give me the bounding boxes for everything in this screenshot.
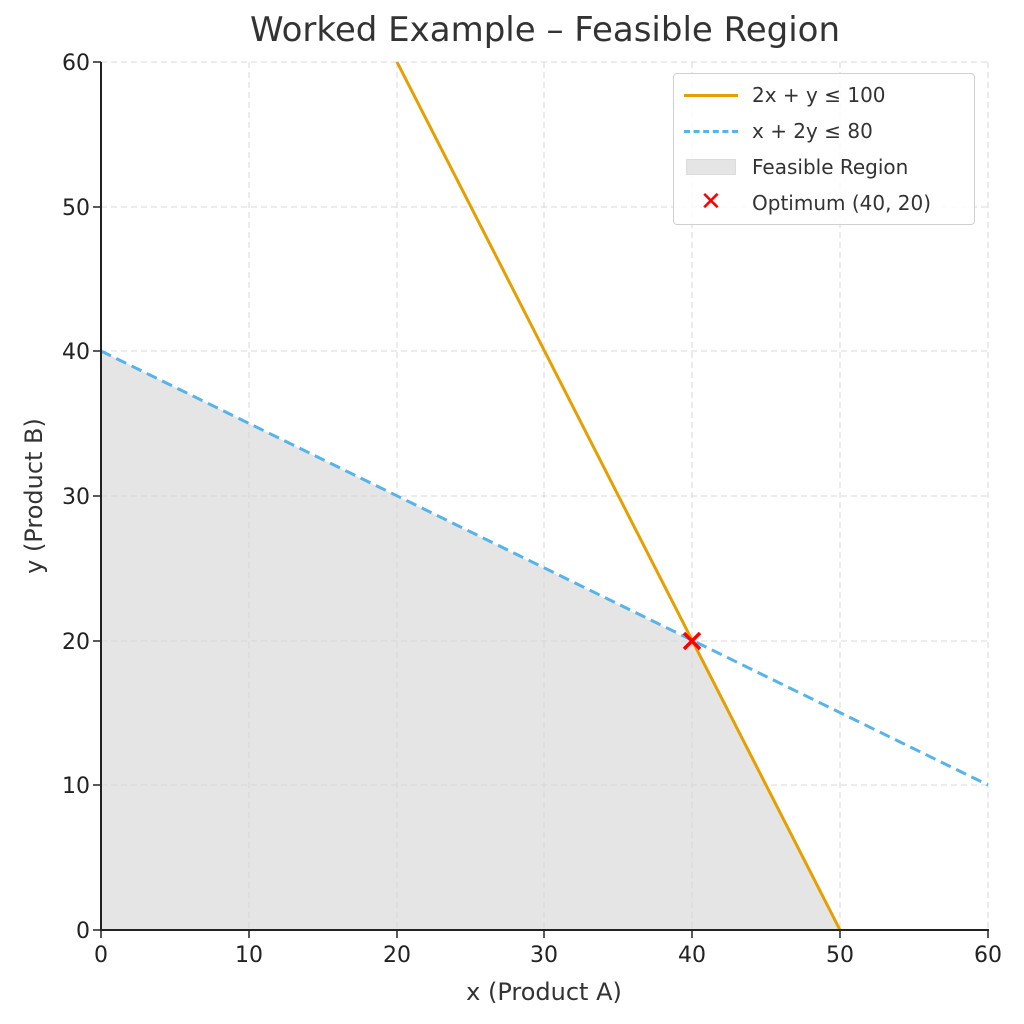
fill-swatch-icon xyxy=(684,157,738,177)
legend-label: x + 2y ≤ 80 xyxy=(752,119,873,143)
legend: 2x + y ≤ 100 x + 2y ≤ 80 Feasible Region… xyxy=(673,73,975,225)
y-tick-label: 40 xyxy=(62,340,90,365)
x-tick-label: 0 xyxy=(94,943,108,968)
solid-line-icon xyxy=(684,85,738,105)
y-axis-label: y (Product B) xyxy=(20,418,48,574)
x-tick-label: 30 xyxy=(530,943,558,968)
y-tick-label: 20 xyxy=(62,630,90,655)
x-axis-label: x (Product A) xyxy=(466,978,622,1006)
x-tick-label: 40 xyxy=(678,943,706,968)
x-tick-label: 50 xyxy=(826,943,854,968)
x-tick-label: 20 xyxy=(383,943,411,968)
legend-item: Feasible Region xyxy=(674,152,974,182)
y-tick-label: 0 xyxy=(76,919,90,944)
y-tick-label: 10 xyxy=(62,774,90,799)
x-tick-label: 10 xyxy=(235,943,263,968)
y-tick-label: 50 xyxy=(62,196,90,221)
constraint-line-x-plus-2y xyxy=(100,349,989,787)
chart-title: Worked Example – Feasible Region xyxy=(249,10,841,50)
optimum-marker-x-icon xyxy=(682,631,702,651)
y-tick-label: 30 xyxy=(62,485,90,510)
y-tick-label: 60 xyxy=(62,51,90,76)
legend-label: Feasible Region xyxy=(752,155,909,179)
x-marker-icon: ✕ xyxy=(700,187,722,217)
dashed-line-icon xyxy=(684,121,738,141)
legend-item: ✕ Optimum (40, 20) xyxy=(674,187,974,218)
x-tick-label: 60 xyxy=(974,943,1002,968)
legend-label: 2x + y ≤ 100 xyxy=(752,83,886,107)
legend-item: 2x + y ≤ 100 xyxy=(674,80,974,110)
legend-item: x + 2y ≤ 80 xyxy=(674,116,974,146)
legend-label: Optimum (40, 20) xyxy=(752,191,932,215)
constraint-line-2x-plus-y xyxy=(395,61,842,931)
